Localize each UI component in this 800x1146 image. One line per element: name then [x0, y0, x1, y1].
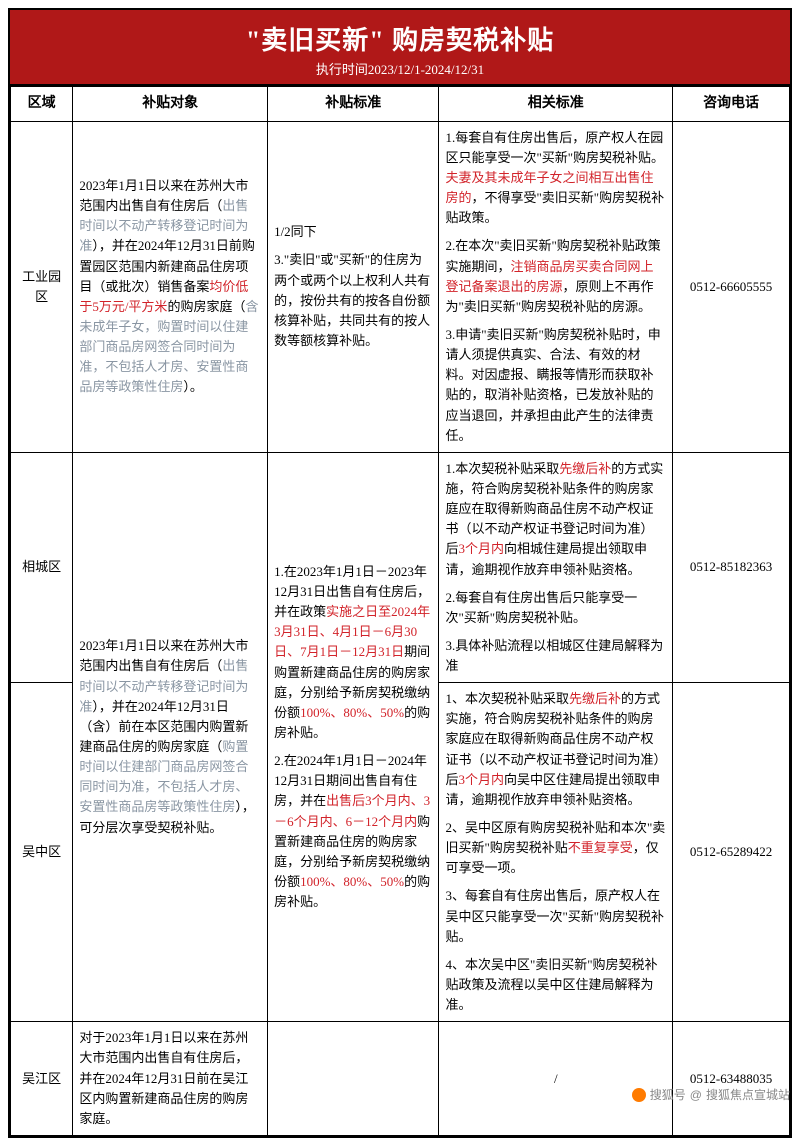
policy-table-container: "卖旧买新" 购房契税补贴 执行时间2023/12/1-2024/12/31 区…	[8, 8, 792, 1138]
header-standard: 补贴标准	[268, 87, 439, 122]
watermark: 搜狐号 @ 搜狐焦点宣城站	[632, 1086, 790, 1103]
table-row: 相城区 2023年1月1日以来在苏州大市范围内出售自有住房后（出售时间以不动产转…	[11, 452, 790, 682]
standard-cell	[268, 1022, 439, 1136]
phone-cell: 0512-85182363	[673, 452, 790, 682]
watermark-account: 搜狐焦点宣城站	[706, 1086, 790, 1103]
header-related: 相关标准	[439, 87, 673, 122]
object-cell: 2023年1月1日以来在苏州大市范围内出售自有住房后（出售时间以不动产转移登记时…	[73, 452, 268, 1022]
banner-title: "卖旧买新" 购房契税补贴	[10, 20, 790, 57]
standard-cell: 1/2同下 3."卖旧"或"买新"的住房为两个或两个以上权利人共有的，按份共有的…	[268, 121, 439, 452]
area-cell: 吴中区	[11, 683, 73, 1022]
header-phone: 咨询电话	[673, 87, 790, 122]
table-header-row: 区域 补贴对象 补贴标准 相关标准 咨询电话	[11, 87, 790, 122]
area-cell: 工业园区	[11, 121, 73, 452]
table-row: 工业园区 2023年1月1日以来在苏州大市范围内出售自有住房后（出售时间以不动产…	[11, 121, 790, 452]
phone-cell: 0512-65289422	[673, 683, 790, 1022]
phone-cell: 0512-63488035	[673, 1022, 790, 1136]
area-cell: 吴江区	[11, 1022, 73, 1136]
related-cell: 1.本次契税补贴采取先缴后补的方式实施，符合购房契税补贴条件的购房家庭应在取得新…	[439, 452, 673, 682]
banner-subtitle: 执行时间2023/12/1-2024/12/31	[10, 59, 790, 78]
banner: "卖旧买新" 购房契税补贴 执行时间2023/12/1-2024/12/31	[10, 10, 790, 86]
sohu-logo-icon	[632, 1088, 646, 1102]
related-cell: 1.每套自有住房出售后，原产权人在园区只能享受一次"买新"购房契税补贴。夫妻及其…	[439, 121, 673, 452]
phone-cell: 0512-66605555	[673, 121, 790, 452]
object-cell: 2023年1月1日以来在苏州大市范围内出售自有住房后（出售时间以不动产转移登记时…	[73, 121, 268, 452]
related-cell: /	[439, 1022, 673, 1136]
header-area: 区域	[11, 87, 73, 122]
area-cell: 相城区	[11, 452, 73, 682]
watermark-sep: @	[690, 1088, 702, 1102]
table-row: 吴江区 对于2023年1月1日以来在苏州大市范围内出售自有住房后，并在2024年…	[11, 1022, 790, 1136]
policy-table: 区域 补贴对象 补贴标准 相关标准 咨询电话 工业园区 2023年1月1日以来在…	[10, 86, 790, 1136]
header-object: 补贴对象	[73, 87, 268, 122]
object-cell: 对于2023年1月1日以来在苏州大市范围内出售自有住房后，并在2024年12月3…	[73, 1022, 268, 1136]
related-cell: 1、本次契税补贴采取先缴后补的方式实施，符合购房契税补贴条件的购房家庭应在取得新…	[439, 683, 673, 1022]
standard-cell: 1.在2023年1月1日－2023年12月31日出售自有住房后，并在政策实施之日…	[268, 452, 439, 1022]
watermark-brand: 搜狐号	[650, 1086, 686, 1103]
